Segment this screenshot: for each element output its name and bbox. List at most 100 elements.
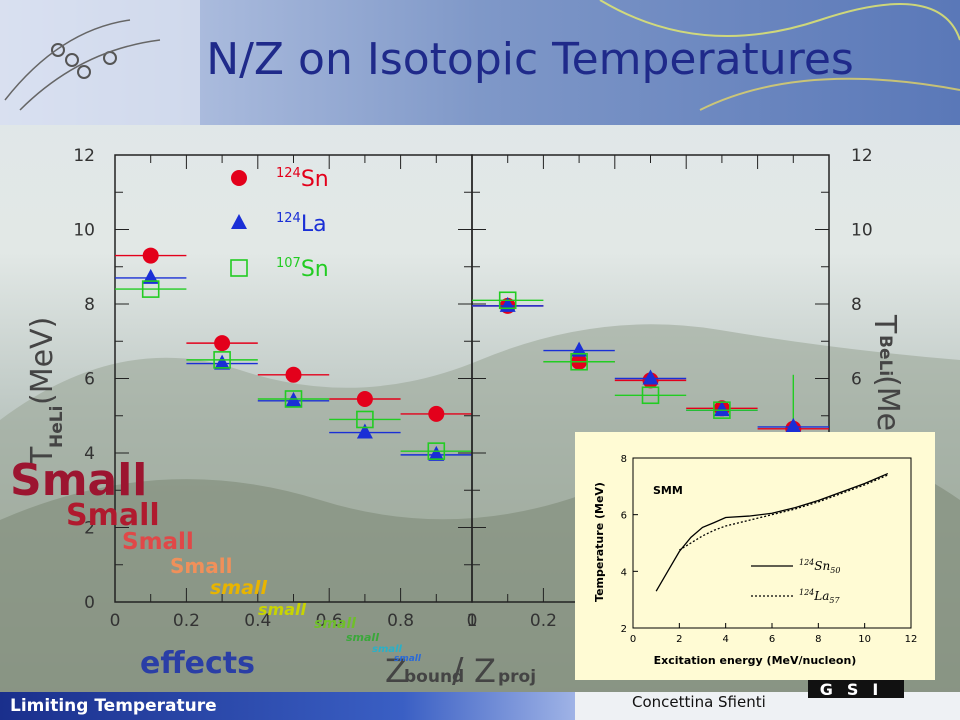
inset-legend-la-main: La — [813, 589, 829, 603]
small-word-5: small — [210, 577, 267, 599]
inset-ylabel: Temperature (MeV) — [593, 482, 606, 602]
inset-ytick-label: 8 — [621, 454, 627, 465]
inset-xtick-label: 10 — [858, 634, 871, 645]
left-xtick-label: 0.4 — [244, 611, 271, 631]
small-word-9: small — [372, 644, 402, 655]
legend-sup: 124 — [276, 211, 301, 226]
legend-name: Sn — [301, 167, 329, 192]
small-word-10: small — [394, 654, 421, 664]
right-point-square-open — [570, 352, 588, 371]
inset-xtick-label: 8 — [815, 634, 821, 645]
left-point-circle — [356, 390, 373, 407]
left-point-square-open — [284, 390, 303, 408]
footer-section-title: Limiting Temperature — [10, 696, 217, 716]
right-ylabel-main: T — [867, 314, 902, 334]
right-xtick-label: 0 — [467, 611, 478, 631]
gsi-logo: GSI — [808, 680, 904, 698]
inset-xtick-label: 6 — [769, 634, 775, 645]
small-word-8: small — [346, 631, 379, 644]
left-point-triangle — [356, 423, 373, 439]
right-point-triangle — [642, 369, 659, 385]
inset-line-124Sn50 — [655, 472, 889, 592]
legend-marker-triangle — [231, 214, 247, 229]
left-point-circle — [428, 405, 445, 422]
right-ylabel-sub: BeLi — [875, 335, 895, 376]
left-xtick-label: 0.6 — [316, 611, 343, 631]
legend-marker-square-open — [230, 259, 248, 277]
legend-label-triangle: 124La — [276, 211, 327, 237]
right-ytick-label: 8 — [851, 295, 862, 315]
left-xtick-label: 1 — [467, 611, 478, 631]
xlabel-z1: Z — [385, 652, 407, 690]
right-point-triangle — [571, 341, 588, 357]
page-title: N/Z on Isotopic Temperatures — [206, 34, 854, 85]
inset-legend-sn: 124Sn50 — [751, 558, 840, 575]
x-axis-label: Z bound / Z proj — [385, 651, 536, 691]
right-point-triangle — [713, 401, 730, 417]
left-ytick-label: 4 — [84, 444, 95, 464]
right-point-square-open — [498, 291, 517, 310]
gsi-logo-text: GSI — [820, 680, 893, 698]
small-word-3: Small — [122, 529, 194, 555]
inset-ytick-label: 2 — [621, 624, 627, 635]
inset-smm-chart: 0 2 4 6 8 10 12 2 4 6 8 SMM Excitation energy (MeV… — [575, 432, 935, 680]
xlabel-sub2: proj — [498, 667, 536, 687]
left-ytick-label: 6 — [84, 370, 95, 390]
left-xtick-label: 0.8 — [387, 611, 414, 631]
right-xtick-label: 0.2 — [530, 611, 557, 631]
left-point-square-open — [141, 280, 160, 298]
left-point-square-open — [427, 442, 446, 460]
inset-smm-label: SMM — [653, 484, 683, 497]
inset-xtick-label: 2 — [676, 634, 682, 645]
svg-text:124La57: 124La57 — [799, 588, 840, 605]
right-ytick-label: 10 — [851, 221, 873, 241]
left-xtick-label: 0 — [110, 611, 121, 631]
left-point-triangle — [428, 445, 445, 461]
left-ytick-label: 12 — [73, 146, 95, 166]
small-word-6: small — [258, 600, 306, 619]
left-xtick-label: 0.2 — [173, 611, 200, 631]
left-ytick-label: 0 — [84, 593, 95, 613]
inset-ytick-label: 6 — [621, 511, 627, 522]
inset-legend-sn-main: Sn — [814, 559, 830, 573]
inset-legend-sn-sup: 124 — [799, 558, 814, 567]
xlabel-z2: Z — [474, 652, 496, 690]
left-ytick-label: 2 — [84, 519, 95, 539]
left-point-circle — [285, 366, 302, 383]
left-ylabel-main: T — [25, 446, 60, 466]
left-point-circle — [142, 247, 159, 264]
legend-name: Sn — [301, 257, 329, 282]
left-point-circle — [214, 335, 231, 352]
xlabel-slash: / — [452, 651, 464, 691]
inset-legend-sn-sub: 50 — [830, 566, 840, 575]
left-ytick-label: 10 — [73, 221, 95, 241]
effects-word: effects — [140, 646, 255, 681]
inset-legend-la: 124La57 — [751, 588, 840, 605]
decor-circle — [51, 43, 65, 57]
legend-sup: 124 — [276, 166, 301, 181]
inset-legend-la-sub: 57 — [829, 596, 840, 605]
left-ylabel-unit: (MeV) — [25, 317, 60, 405]
small-word-1: Small — [10, 455, 148, 506]
inset-xlabel: Excitation energy (MeV/nucleon) — [654, 654, 857, 667]
legend-label-circle: 124Sn — [276, 166, 329, 192]
right-point-square-open — [641, 386, 660, 405]
right-point-triangle — [785, 417, 802, 433]
legend-name: La — [301, 212, 327, 237]
small-word-7: small — [314, 616, 356, 632]
inset-legend-la-sup: 124 — [799, 588, 814, 597]
left-point-square-open — [213, 351, 231, 369]
small-word-4: Small — [170, 554, 233, 578]
legend-marker-circle — [231, 170, 247, 186]
left-point-triangle — [142, 268, 159, 284]
small-word-2: Small — [66, 498, 160, 533]
left-point-triangle — [214, 354, 231, 370]
inset-line-124La57 — [678, 474, 889, 551]
left-panel: 0 0.2 0.4 0.6 0.8 1 0 2 4 6 8 10 12 T HeLi (MeV) 12… — [25, 146, 477, 631]
inset-ytick-label: 4 — [621, 567, 627, 578]
right-point-square-open — [713, 401, 731, 419]
inset-xtick-label: 0 — [630, 634, 636, 645]
right-ylabel-unit: (Me — [870, 375, 905, 431]
inset-xtick-label: 4 — [722, 634, 728, 645]
